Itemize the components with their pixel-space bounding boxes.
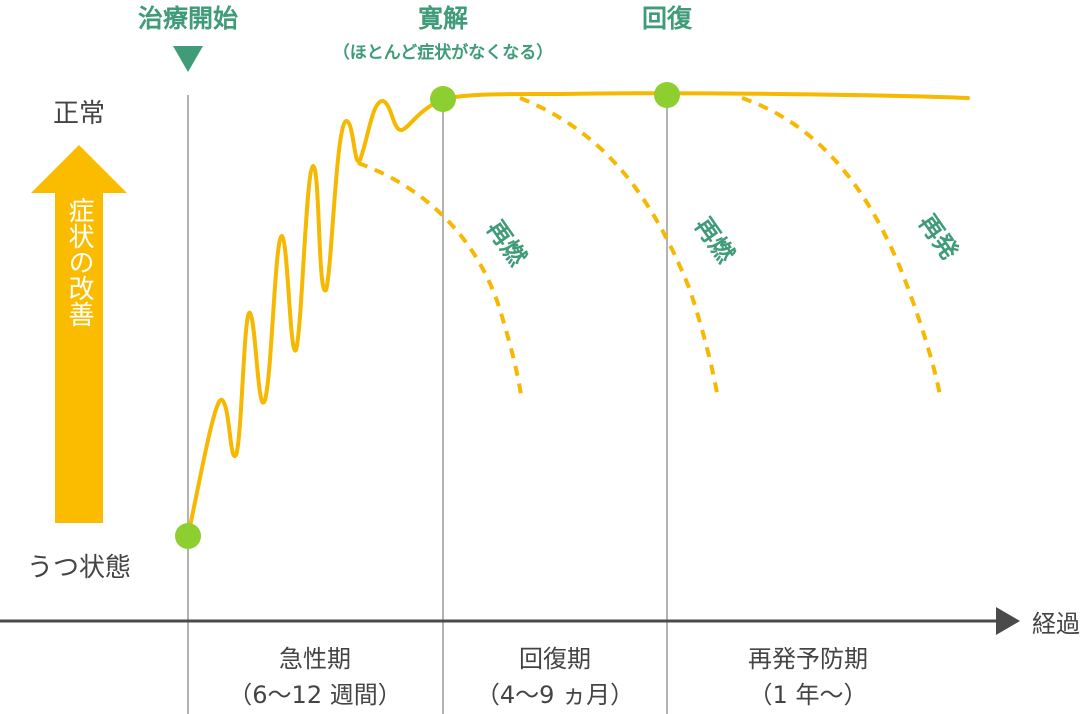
recovery-point-dot	[654, 82, 680, 108]
phase-prevention-duration: （1 年〜）	[749, 681, 868, 709]
relapse-curve-2	[519, 96, 720, 399]
time-axis-label: 経過	[1032, 610, 1080, 638]
improvement-arrow-label: 症状の改善	[64, 197, 94, 327]
time-axis-arrowhead-icon	[996, 607, 1020, 635]
phase-acute-duration: （6〜12 週間）	[228, 681, 401, 709]
symptom-curve	[186, 91, 970, 538]
normal-state-label: 正常	[53, 99, 105, 129]
improvement-arrow-icon	[31, 145, 127, 523]
phase-prevention-name: 再発予防期	[748, 645, 868, 673]
recovery-label: 回復	[642, 4, 693, 33]
start-point-dot	[175, 523, 201, 549]
relapse-curve-1	[357, 161, 523, 396]
phase-recovery-name: 回復期	[519, 645, 591, 673]
treatment-start-marker-icon	[173, 46, 203, 72]
phase-acute-name: 急性期	[279, 645, 351, 673]
depressed-state-label: うつ状態	[27, 553, 131, 583]
relapse-curve-3	[741, 96, 942, 396]
phase-recovery-duration: （4〜9 ヵ月）	[476, 681, 634, 709]
treatment-start-label: 治療開始	[138, 4, 238, 33]
relapse-label-2: 再燃	[689, 212, 740, 268]
remission-note: （ほとんど症状がなくなる）	[333, 42, 554, 63]
relapse-label-1: 再燃	[481, 215, 532, 271]
remission-label: 寛解	[418, 4, 468, 33]
remission-point-dot	[430, 86, 456, 112]
relapse-label-3: 再発	[913, 209, 964, 265]
